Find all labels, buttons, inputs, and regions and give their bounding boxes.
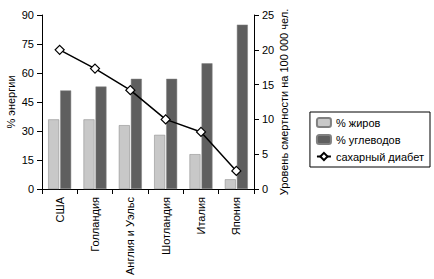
svg-text:0: 0 [28, 183, 34, 195]
svg-text:0: 0 [262, 183, 268, 195]
svg-text:Англия и Уэльс: Англия и Уэльс [124, 197, 136, 275]
svg-text:10: 10 [262, 113, 274, 125]
svg-text:15: 15 [22, 154, 34, 166]
svg-text:Италия: Италия [195, 197, 207, 235]
svg-text:Уровень смертности на 100 000: Уровень смертности на 100 000 чел. [278, 9, 290, 195]
svg-text:20: 20 [262, 44, 274, 56]
svg-text:Голландия: Голландия [89, 197, 101, 252]
svg-text:45: 45 [22, 96, 34, 108]
svg-text:сахарный диабет: сахарный диабет [336, 151, 424, 163]
svg-text:90: 90 [22, 9, 34, 21]
svg-text:США: США [54, 196, 66, 222]
svg-text:15: 15 [262, 79, 274, 91]
svg-text:25: 25 [262, 9, 274, 21]
svg-text:% углеводов: % углеводов [336, 134, 401, 146]
svg-text:60: 60 [22, 67, 34, 79]
svg-text:75: 75 [22, 38, 34, 50]
svg-text:5: 5 [262, 148, 268, 160]
svg-text:Шотландия: Шотландия [160, 197, 172, 255]
svg-text:30: 30 [22, 125, 34, 137]
svg-text:% жиров: % жиров [336, 117, 381, 129]
svg-text:Япония: Япония [230, 197, 242, 235]
svg-text:% энергии: % энергии [5, 75, 17, 128]
